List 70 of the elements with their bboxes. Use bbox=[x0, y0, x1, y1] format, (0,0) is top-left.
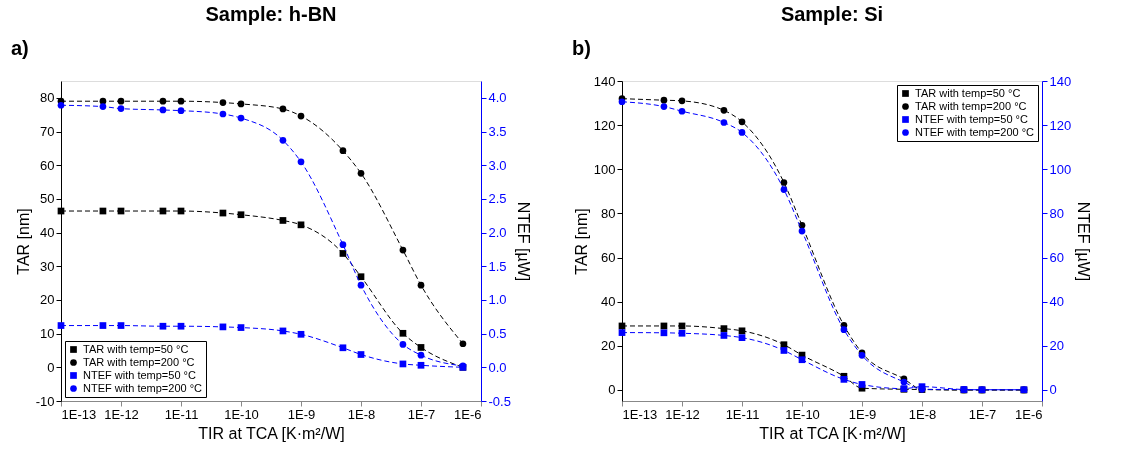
y2-tick-label: 60 bbox=[1049, 250, 1064, 266]
x-axis-title: TIR at TCA [K·m²/W] bbox=[198, 424, 345, 442]
x-tick-label: 1E-7 bbox=[407, 406, 436, 422]
y2-axis-title: NTEF [µW] bbox=[514, 201, 532, 282]
y-tick-label: 20 bbox=[40, 292, 55, 308]
y-tick-label: 80 bbox=[601, 205, 616, 221]
y2-tick-label: 80 bbox=[1049, 205, 1064, 221]
x-tick-label: 1E-13 bbox=[61, 406, 97, 422]
y2-tick-label: 2.5 bbox=[488, 191, 507, 207]
y2-tick-label: 1.0 bbox=[488, 292, 507, 308]
y2-tick-label: 0 bbox=[1049, 382, 1057, 398]
y2-tick-label: 100 bbox=[1049, 161, 1072, 177]
y-axis-title: TAR [nm] bbox=[572, 208, 590, 275]
legend-label: TAR with temp=200 °C bbox=[915, 99, 1027, 112]
y-tick-label: 10 bbox=[40, 326, 55, 342]
x-tick-label: 1E-7 bbox=[968, 406, 997, 422]
y-tick-label: 120 bbox=[593, 117, 616, 133]
y2-tick-label: -0.5 bbox=[488, 393, 511, 409]
text: b) bbox=[572, 37, 591, 59]
y-tick-label: 0 bbox=[47, 359, 55, 375]
y-tick-label: 40 bbox=[601, 294, 616, 310]
legend-label: NTEF with temp=200 °C bbox=[915, 125, 1035, 138]
x-tick-label: 1E-8 bbox=[908, 406, 937, 422]
legend-label: TAR with temp=200 °C bbox=[83, 355, 195, 368]
legend-label: NTEF with temp=50 °C bbox=[83, 368, 196, 381]
y-tick-label: 50 bbox=[40, 191, 55, 207]
y-tick-label: 30 bbox=[40, 258, 55, 274]
y-tick-label: 70 bbox=[40, 124, 55, 140]
legend-label: TAR with temp=50 °C bbox=[83, 342, 189, 355]
y2-tick-label: 2.0 bbox=[488, 225, 507, 241]
chart-title: Sample: h-BN bbox=[205, 3, 337, 25]
legend-label: NTEF with temp=200 °C bbox=[83, 381, 203, 394]
x-tick-label: 1E-11 bbox=[164, 406, 199, 422]
y-tick-label: 100 bbox=[593, 161, 616, 177]
chart-title: Sample: Si bbox=[780, 3, 884, 25]
y-tick-label: 60 bbox=[601, 250, 616, 266]
x-tick-label: 1E-10 bbox=[785, 406, 820, 422]
y-tick-label: -10 bbox=[35, 393, 55, 409]
x-tick-label: 1E-6 bbox=[454, 406, 482, 422]
x-tick-label: 1E-6 bbox=[1015, 406, 1043, 422]
y-tick-label: 40 bbox=[40, 225, 55, 241]
x-tick-label: 1E-11 bbox=[725, 406, 760, 422]
x-tick-label: 1E-10 bbox=[224, 406, 259, 422]
y2-axis-title: NTEF [µW] bbox=[1075, 201, 1093, 282]
y2-tick-label: 20 bbox=[1049, 338, 1064, 354]
y2-tick-label: 3.5 bbox=[488, 124, 507, 140]
y2-tick-label: 120 bbox=[1049, 117, 1072, 133]
y-tick-label: 0 bbox=[608, 382, 616, 398]
y2-tick-label: 4.0 bbox=[488, 90, 507, 106]
y-tick-label: 80 bbox=[40, 90, 55, 106]
x-tick-label: 1E-12 bbox=[665, 406, 700, 422]
x-tick-label: 1E-8 bbox=[347, 406, 376, 422]
x-axis-title: TIR at TCA [K·m²/W] bbox=[759, 424, 906, 442]
x-tick-label: 1E-13 bbox=[622, 406, 658, 422]
legend-label: TAR with temp=50 °C bbox=[915, 86, 1021, 99]
y2-tick-label: 40 bbox=[1049, 294, 1064, 310]
x-tick-label: 1E-12 bbox=[104, 406, 139, 422]
y-tick-label: 20 bbox=[601, 338, 616, 354]
x-tick-label: 1E-9 bbox=[848, 406, 877, 422]
y2-tick-label: 0.0 bbox=[488, 359, 507, 375]
legend-label: NTEF with temp=50 °C bbox=[915, 112, 1028, 125]
text: a) bbox=[11, 37, 29, 59]
y2-tick-label: 140 bbox=[1049, 73, 1072, 89]
y2-tick-label: 0.5 bbox=[488, 326, 507, 342]
x-tick-label: 1E-9 bbox=[287, 406, 316, 422]
y-tick-label: 60 bbox=[40, 157, 55, 173]
y-tick-label: 140 bbox=[593, 73, 616, 89]
y2-tick-label: 1.5 bbox=[488, 258, 507, 274]
y2-tick-label: 3.0 bbox=[488, 157, 507, 173]
y-axis-title: TAR [nm] bbox=[14, 208, 32, 275]
